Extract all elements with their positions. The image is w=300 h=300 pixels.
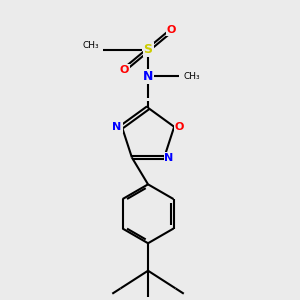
Text: O: O xyxy=(167,25,176,35)
Text: S: S xyxy=(143,44,152,56)
Text: N: N xyxy=(143,70,153,83)
Text: O: O xyxy=(174,122,184,132)
Text: N: N xyxy=(164,152,174,163)
Text: N: N xyxy=(112,122,122,132)
Text: CH₃: CH₃ xyxy=(183,72,200,81)
Text: O: O xyxy=(120,64,129,74)
Text: CH₃: CH₃ xyxy=(82,41,99,50)
